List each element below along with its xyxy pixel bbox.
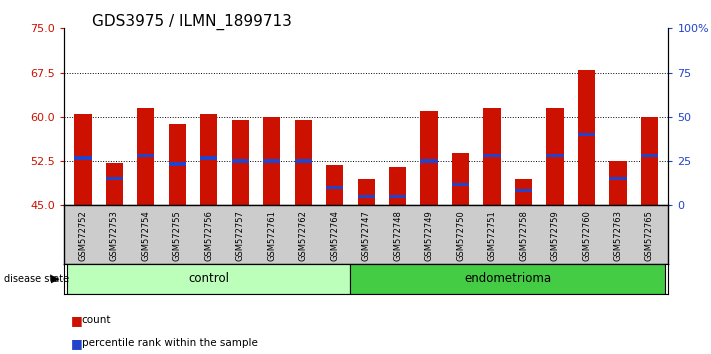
- Bar: [452, 183, 469, 186]
- Text: ▶: ▶: [50, 274, 59, 284]
- Bar: [483, 108, 501, 205]
- Text: GSM572748: GSM572748: [393, 210, 402, 261]
- Bar: [67, 264, 351, 294]
- Bar: [358, 179, 375, 205]
- Bar: [609, 161, 626, 205]
- Text: GSM572762: GSM572762: [299, 210, 308, 261]
- Bar: [420, 159, 438, 163]
- Text: GSM572754: GSM572754: [141, 210, 150, 261]
- Bar: [137, 154, 154, 157]
- Text: GDS3975 / ILMN_1899713: GDS3975 / ILMN_1899713: [92, 14, 292, 30]
- Bar: [351, 264, 665, 294]
- Text: GSM572764: GSM572764: [330, 210, 339, 261]
- Bar: [106, 163, 123, 205]
- Bar: [200, 114, 218, 205]
- Bar: [74, 114, 92, 205]
- Text: GSM572756: GSM572756: [204, 210, 213, 261]
- Bar: [483, 154, 501, 157]
- Bar: [263, 159, 280, 163]
- Bar: [326, 186, 343, 189]
- Bar: [169, 162, 186, 166]
- Text: count: count: [82, 315, 111, 325]
- Text: GSM572747: GSM572747: [362, 210, 370, 261]
- Bar: [420, 111, 438, 205]
- Text: GSM572761: GSM572761: [267, 210, 277, 261]
- Bar: [389, 167, 406, 205]
- Text: GSM572757: GSM572757: [236, 210, 245, 261]
- Text: percentile rank within the sample: percentile rank within the sample: [82, 338, 257, 348]
- Bar: [515, 189, 533, 192]
- Bar: [641, 154, 658, 157]
- Bar: [515, 179, 533, 205]
- Text: GSM572751: GSM572751: [488, 210, 496, 261]
- Text: GSM572749: GSM572749: [424, 210, 434, 261]
- Text: disease state: disease state: [4, 274, 69, 284]
- Text: ■: ■: [71, 337, 83, 350]
- Bar: [546, 154, 564, 157]
- Bar: [294, 120, 312, 205]
- Text: GSM572753: GSM572753: [110, 210, 119, 261]
- Bar: [106, 177, 123, 181]
- Text: GSM572755: GSM572755: [173, 210, 182, 261]
- Bar: [294, 159, 312, 163]
- Bar: [452, 153, 469, 205]
- Bar: [263, 117, 280, 205]
- Text: GSM572765: GSM572765: [645, 210, 654, 261]
- Bar: [578, 70, 595, 205]
- Bar: [641, 117, 658, 205]
- Text: endometrioma: endometrioma: [464, 272, 551, 285]
- Text: GSM572760: GSM572760: [582, 210, 591, 261]
- Bar: [74, 156, 92, 160]
- Text: GSM572763: GSM572763: [614, 210, 622, 261]
- Bar: [232, 120, 249, 205]
- Text: ■: ■: [71, 314, 83, 327]
- Bar: [546, 108, 564, 205]
- Bar: [578, 133, 595, 136]
- Bar: [232, 159, 249, 163]
- Bar: [169, 124, 186, 205]
- Text: GSM572752: GSM572752: [78, 210, 87, 261]
- Bar: [609, 177, 626, 181]
- Bar: [137, 108, 154, 205]
- Bar: [200, 156, 218, 160]
- Bar: [389, 195, 406, 198]
- Text: GSM572759: GSM572759: [550, 210, 560, 261]
- Bar: [326, 165, 343, 205]
- Text: control: control: [188, 272, 229, 285]
- Bar: [358, 195, 375, 198]
- Text: GSM572758: GSM572758: [519, 210, 528, 261]
- Text: GSM572750: GSM572750: [456, 210, 465, 261]
